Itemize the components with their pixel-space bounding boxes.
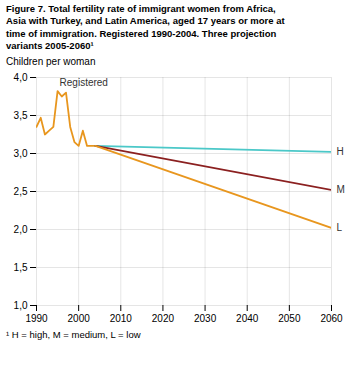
svg-text:2040: 2040 — [236, 313, 259, 324]
svg-text:3,0: 3,0 — [14, 148, 28, 159]
svg-text:2060: 2060 — [320, 313, 343, 324]
svg-text:2030: 2030 — [194, 313, 217, 324]
svg-text:2,5: 2,5 — [14, 186, 28, 197]
svg-text:1,5: 1,5 — [14, 262, 28, 273]
svg-text:1,0: 1,0 — [14, 300, 28, 311]
html-text:Figure 7. Total fertility rate: Figure 7. Total fertility rate of immigr… — [6, 3, 285, 51]
html-text:Children per woman: Children per woman — [6, 56, 96, 68]
svg-text:2020: 2020 — [152, 313, 175, 324]
svg-text:2050: 2050 — [278, 313, 301, 324]
svg-text:3,5: 3,5 — [14, 110, 28, 121]
svg-text:2010: 2010 — [110, 313, 133, 324]
svg-text:Registered: Registered — [60, 78, 108, 89]
svg-text:2000: 2000 — [68, 313, 91, 324]
svg-text:4,0: 4,0 — [14, 72, 28, 83]
svg-text:1990: 1990 — [25, 313, 48, 324]
html-text:¹ H = high, M = medium, L = lo: ¹ H = high, M = medium, L = low — [6, 329, 141, 341]
svg-text:M: M — [337, 185, 345, 196]
svg-text:H: H — [337, 147, 344, 158]
svg-text:2,0: 2,0 — [14, 224, 28, 235]
svg-text:L: L — [337, 223, 343, 234]
